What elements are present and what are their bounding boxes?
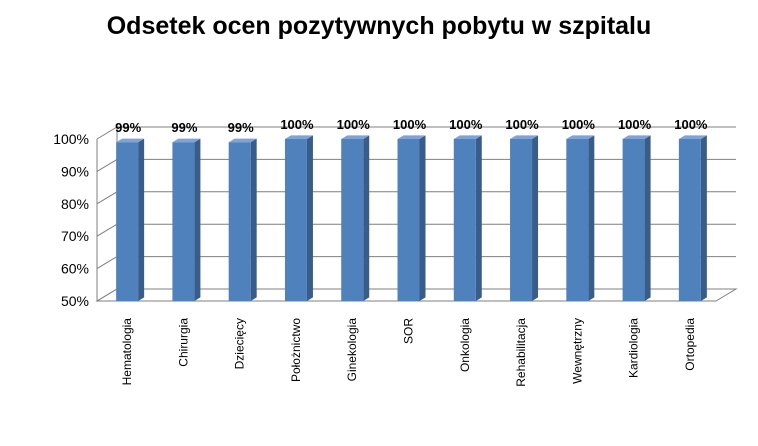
y-tick-label: 100% [53, 131, 89, 147]
data-label: 100% [505, 117, 539, 132]
gridline-depth [96, 191, 118, 205]
bar-side [306, 135, 313, 301]
bar [172, 142, 195, 301]
category-label: Wewnętrzny [570, 318, 584, 384]
bar-side [588, 135, 595, 301]
bar [678, 139, 701, 301]
bar-top [678, 135, 707, 139]
gridline-depth [96, 256, 118, 270]
bar [284, 139, 307, 301]
category-label: Hematologia [120, 318, 134, 386]
bar-top [228, 138, 257, 143]
chart-title: Odsetek ocen pozytywnych pobytu w szpita… [106, 12, 652, 40]
bar-side [419, 135, 426, 301]
bar [453, 139, 476, 301]
bar-top [116, 138, 145, 143]
data-label: 99% [171, 120, 197, 135]
bar [566, 139, 589, 301]
bar-top [566, 135, 595, 139]
data-label: 99% [228, 120, 254, 135]
data-label: 100% [280, 117, 314, 132]
bar [622, 139, 645, 301]
gridline-depth [96, 158, 118, 172]
bar-top [397, 135, 426, 139]
bar-side [138, 138, 145, 301]
category-label: Chirurgia [176, 318, 190, 367]
gridline-depth [96, 126, 118, 140]
bar [341, 139, 364, 301]
bar-top [341, 135, 370, 139]
bar-top [172, 138, 201, 143]
bar [397, 139, 420, 301]
bar-side [532, 135, 539, 301]
bar [510, 139, 533, 301]
data-label: 100% [337, 117, 371, 132]
bar-side [250, 138, 257, 301]
category-label: Położnictwo [289, 318, 303, 382]
bar-side [475, 135, 482, 301]
y-tick-label: 70% [61, 228, 89, 244]
data-label: 100% [562, 117, 596, 132]
bar-top [510, 135, 539, 139]
y-tick-label: 80% [61, 196, 89, 212]
bar-side [644, 135, 651, 301]
data-label: 100% [449, 117, 483, 132]
bar-top [284, 135, 313, 139]
gridline-depth [96, 223, 118, 237]
data-label: 100% [674, 117, 708, 132]
category-label: Dziecięcy [233, 318, 247, 369]
data-label: 99% [115, 120, 141, 135]
y-tick-label: 60% [61, 261, 89, 277]
y-tick-label: 50% [61, 293, 89, 309]
data-label: 100% [393, 117, 427, 132]
bar-top [622, 135, 651, 139]
bar-side [194, 138, 201, 301]
bar [116, 142, 139, 301]
y-tick-label: 90% [61, 163, 89, 179]
category-label: Ginekologia [345, 318, 359, 382]
category-label: Rehabilitacja [514, 318, 528, 387]
category-label: Onkologia [458, 318, 472, 372]
category-label: SOR [402, 318, 416, 344]
bar-side [363, 135, 370, 301]
bar-top [453, 135, 482, 139]
chart-floor [95, 288, 738, 302]
category-label: Ortopedia [683, 318, 697, 371]
bar [228, 142, 251, 301]
bar-side [700, 135, 707, 301]
category-label: Kardiologia [627, 318, 641, 378]
data-label: 100% [618, 117, 652, 132]
